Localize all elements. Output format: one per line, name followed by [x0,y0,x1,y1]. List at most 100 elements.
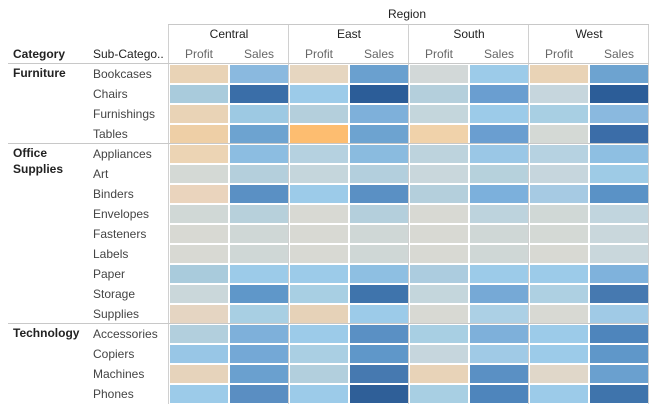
heatmap-cell [590,385,648,403]
header-divider [168,24,649,25]
heatmap-cell [350,245,408,263]
header-bottom-line [8,63,649,64]
heatmap-cell [590,265,648,283]
heatmap-cell [410,285,468,303]
heatmap-cell [590,185,648,203]
heatmap-cell [590,85,648,103]
heatmap-cell [470,225,528,243]
heatmap-cell [170,105,228,123]
heatmap-cell [530,225,588,243]
heatmap-cell [410,245,468,263]
subcategory-label-tables: Tables [93,127,128,141]
heatmap-cell [290,205,348,223]
heatmap-cell [350,225,408,243]
heatmap-cell [170,365,228,383]
measure-header-east-sales: Sales [363,47,395,61]
subcategory-label-phones: Phones [93,387,134,401]
heatmap-cell [410,325,468,343]
heatmap-cell [410,65,468,83]
heatmap-cell [530,305,588,323]
subcategory-label-art: Art [93,167,109,181]
heatmap-cell [230,185,288,203]
heatmap-cell [470,385,528,403]
heatmap-cell [170,65,228,83]
heatmap-cell [350,385,408,403]
row-header-category: Category [13,47,66,61]
measure-header-central-profit: Profit [184,47,213,61]
heatmap-cell [590,225,648,243]
heatmap-cell [290,305,348,323]
heatmap-cell [470,85,528,103]
chart-title: Region [388,7,427,21]
heatmap-cell [590,125,648,143]
subcategory-label-binders: Binders [93,187,134,201]
subcategory-label-supplies: Supplies [93,307,140,321]
heatmap-cell [410,225,468,243]
heatmap-cell [410,365,468,383]
heatmap-cell [290,145,348,163]
heatmap-cell [530,185,588,203]
heatmap-cell [290,325,348,343]
subcategory-label-bookcases: Bookcases [93,67,152,81]
heatmap-cell [590,365,648,383]
heatmap-cell [170,165,228,183]
heatmap-cell [410,205,468,223]
row-header-subcategory: Sub-Catego.. [93,47,164,61]
region-divider [648,24,649,404]
region-divider [288,24,289,404]
heatmap-cell [350,185,408,203]
heatmap-cell [530,385,588,403]
heatmap-cell [230,245,288,263]
heatmap-cell [470,305,528,323]
heatmap-cell [350,105,408,123]
heatmap-cell [290,185,348,203]
heatmap-cell [590,65,648,83]
subcategory-label-furnishings: Furnishings [93,107,156,121]
category-label-office-supplies: Office Supplies [13,146,64,176]
heatmap-cell [230,225,288,243]
heatmap-cell [290,265,348,283]
heatmap-cell [170,205,228,223]
heatmap-cell [530,85,588,103]
heatmap-cell [170,325,228,343]
heatmap-cell [290,245,348,263]
heatmap-cell [290,85,348,103]
region-header-south: South [453,27,485,41]
heatmap-cell [470,165,528,183]
region-divider [408,24,409,404]
heatmap-cell [530,285,588,303]
measure-header-central-sales: Sales [243,47,275,61]
heatmap-cell [410,265,468,283]
heatmap-cell [170,245,228,263]
heatmap-cell [470,345,528,363]
heatmap-cell [530,145,588,163]
heatmap-cell [170,225,228,243]
subcategory-label-machines: Machines [93,367,145,381]
subcategory-label-accessories: Accessories [93,327,158,341]
measure-header-south-profit: Profit [424,47,453,61]
heatmap-cell [230,65,288,83]
subcategory-label-envelopes: Envelopes [93,207,150,221]
heatmap-cell [470,265,528,283]
heatmap-cell [170,285,228,303]
heatmap-cell [230,365,288,383]
heatmap-cell [230,145,288,163]
heatmap-cell [410,105,468,123]
subcategory-label-appliances: Appliances [93,147,152,161]
heatmap-cell [170,385,228,403]
heatmap-cell [290,385,348,403]
measure-header-east-profit: Profit [304,47,333,61]
subcategory-label-fasteners: Fasteners [93,227,147,241]
heatmap-cell [410,165,468,183]
heatmap-cell [290,365,348,383]
heatmap-cell [590,285,648,303]
heatmap-cell [530,105,588,123]
heatmap-cell [290,345,348,363]
measure-header-west-sales: Sales [603,47,635,61]
heatmap-cell [470,245,528,263]
heatmap-cell [470,185,528,203]
heatmap-cell [350,365,408,383]
heatmap-cell [350,145,408,163]
heatmap-cell [590,105,648,123]
